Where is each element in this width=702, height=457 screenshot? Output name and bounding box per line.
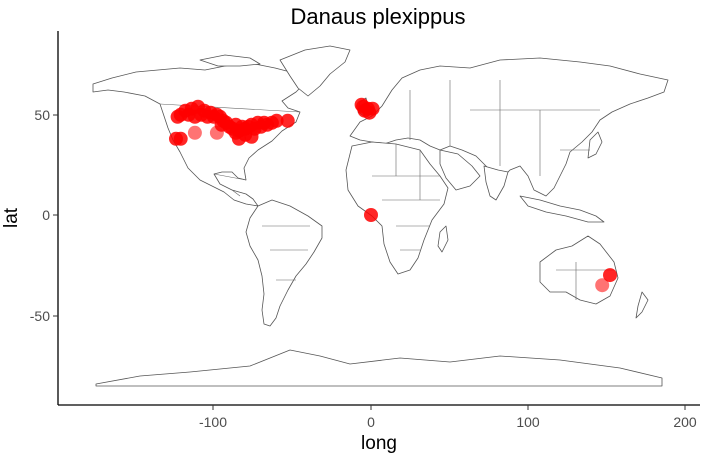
x-tick-label: 100 <box>516 414 540 430</box>
data-point <box>595 278 610 293</box>
data-point <box>244 129 259 144</box>
data-point <box>280 113 295 128</box>
y-tick-label: 0 <box>42 207 50 223</box>
country-borders <box>159 80 614 300</box>
x-tick-label: -100 <box>199 414 227 430</box>
madagascar-landmass <box>437 225 449 253</box>
data-points <box>169 97 617 293</box>
arctic-islands <box>199 54 261 67</box>
world-map <box>92 45 669 387</box>
y-axis-title: lat <box>1 207 22 228</box>
japan-landmass <box>587 131 603 159</box>
y-axis-ticks: -50 0 50 <box>30 107 58 324</box>
data-point <box>209 125 224 140</box>
x-tick-label: 0 <box>367 414 375 430</box>
data-point <box>187 125 202 140</box>
arabia-landmass <box>439 149 481 191</box>
data-point <box>365 101 380 116</box>
southeast-asia-islands <box>519 195 605 223</box>
data-point <box>354 97 369 112</box>
eurasia-landmass <box>349 57 669 197</box>
india-landmass <box>483 165 509 201</box>
x-axis-title: long <box>361 433 397 454</box>
new-zealand-landmass <box>635 291 649 319</box>
data-point <box>169 131 183 146</box>
africa-landmass <box>345 141 449 275</box>
data-point <box>364 208 378 222</box>
data-point <box>228 125 243 140</box>
data-point <box>269 113 284 128</box>
y-tick-label: -50 <box>30 308 50 324</box>
antarctica-landmass <box>95 349 663 387</box>
y-tick-label: 50 <box>34 107 50 123</box>
x-tick-label: 200 <box>673 414 697 430</box>
x-axis-ticks: -100 0 100 200 <box>199 405 697 430</box>
chart-title: Danaus plexippus <box>291 4 466 29</box>
greenland-landmass <box>279 45 351 97</box>
data-point <box>603 268 617 283</box>
south-america-landmass <box>245 199 323 327</box>
